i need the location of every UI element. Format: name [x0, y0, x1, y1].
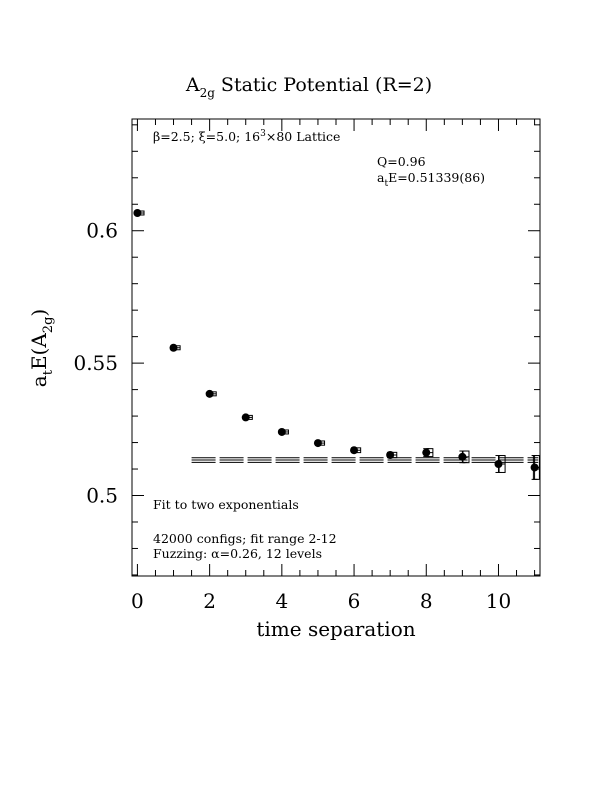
- data-point-circle: [386, 450, 395, 459]
- x-axis-label: time separation: [256, 617, 415, 641]
- chart-title: A2g Static Potential (R=2): [185, 74, 432, 100]
- y-axis-label: atE(A2g): [27, 309, 56, 387]
- x-tick-label: 8: [420, 589, 433, 613]
- lattice-annotation: β=2.5; ξ=5.0; 163×80 Lattice: [153, 129, 340, 144]
- q-annotation: Q=0.96: [377, 154, 426, 169]
- data-point-circle: [458, 452, 467, 461]
- data-point-circle: [494, 460, 503, 469]
- x-tick-label: 10: [486, 589, 511, 613]
- x-tick-label: 4: [275, 589, 288, 613]
- data-points: [133, 208, 540, 480]
- energy-annotation: atE=0.51339(86): [377, 170, 485, 189]
- axis-ticks: [132, 119, 540, 576]
- tick-labels: 0 2 4 6 8 10 0.5 0.55 0.6: [73, 219, 511, 613]
- x-tick-label: 6: [348, 589, 361, 613]
- x-tick-label: 2: [203, 589, 216, 613]
- x-tick-label: 0: [131, 589, 144, 613]
- y-tick-label: 0.5: [86, 484, 118, 508]
- fit-annotation: Fit to two exponentials: [153, 497, 299, 512]
- y-tick-label: 0.55: [73, 351, 118, 375]
- configs-annotation: 42000 configs; fit range 2-12: [153, 531, 337, 546]
- data-point-circle: [422, 448, 431, 457]
- fit-band: [191, 457, 539, 463]
- fuzzing-annotation: Fuzzing: α=0.26, 12 levels: [153, 546, 322, 561]
- y-tick-label: 0.6: [86, 219, 118, 243]
